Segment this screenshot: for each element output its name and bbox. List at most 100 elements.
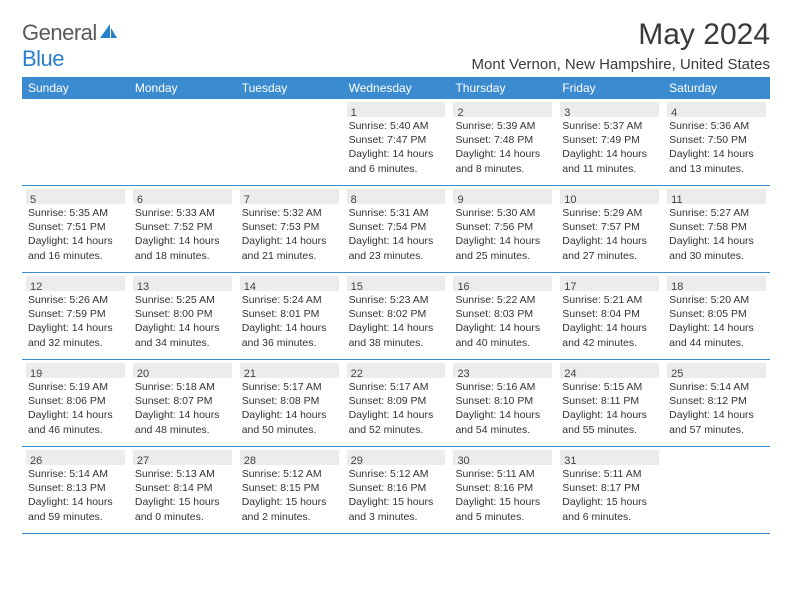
day-info: Sunrise: 5:21 AMSunset: 8:04 PMDaylight:… (560, 293, 659, 350)
day-number-bar: 8 (347, 189, 446, 204)
day-number: 15 (351, 281, 363, 293)
sunrise-text: Sunrise: 5:12 AM (349, 467, 444, 481)
month-title: May 2024 (472, 18, 770, 52)
sunrise-text: Sunrise: 5:36 AM (669, 119, 764, 133)
day-cell: 7Sunrise: 5:32 AMSunset: 7:53 PMDaylight… (236, 186, 343, 272)
day-info: Sunrise: 5:29 AMSunset: 7:57 PMDaylight:… (560, 206, 659, 263)
day-cell: 8Sunrise: 5:31 AMSunset: 7:54 PMDaylight… (343, 186, 450, 272)
day-number: 4 (671, 107, 677, 119)
day-number: 2 (457, 107, 463, 119)
day-header-thursday: Thursday (449, 77, 556, 99)
sunset-text: Sunset: 7:59 PM (28, 307, 123, 321)
day-number-bar: 6 (133, 189, 232, 204)
sunset-text: Sunset: 8:15 PM (242, 481, 337, 495)
title-block: May 2024 Mont Vernon, New Hampshire, Uni… (472, 18, 770, 73)
sail-icon (98, 20, 118, 46)
day-info: Sunrise: 5:17 AMSunset: 8:08 PMDaylight:… (240, 380, 339, 437)
day-info: Sunrise: 5:27 AMSunset: 7:58 PMDaylight:… (667, 206, 766, 263)
sunset-text: Sunset: 8:01 PM (242, 307, 337, 321)
daylight-text: Daylight: 14 hours and 52 minutes. (349, 408, 444, 436)
sunset-text: Sunset: 7:56 PM (455, 220, 550, 234)
sunset-text: Sunset: 7:50 PM (669, 133, 764, 147)
sunrise-text: Sunrise: 5:12 AM (242, 467, 337, 481)
day-cell: 20Sunrise: 5:18 AMSunset: 8:07 PMDayligh… (129, 360, 236, 446)
sunrise-text: Sunrise: 5:14 AM (669, 380, 764, 394)
day-info: Sunrise: 5:12 AMSunset: 8:16 PMDaylight:… (347, 467, 446, 524)
daylight-text: Daylight: 14 hours and 6 minutes. (349, 147, 444, 175)
daylight-text: Daylight: 15 hours and 2 minutes. (242, 495, 337, 523)
sunrise-text: Sunrise: 5:11 AM (562, 467, 657, 481)
day-number-bar: 22 (347, 363, 446, 378)
day-number-bar: 21 (240, 363, 339, 378)
sunset-text: Sunset: 7:47 PM (349, 133, 444, 147)
day-cell: 25Sunrise: 5:14 AMSunset: 8:12 PMDayligh… (663, 360, 770, 446)
sunrise-text: Sunrise: 5:29 AM (562, 206, 657, 220)
sunset-text: Sunset: 8:02 PM (349, 307, 444, 321)
day-cell: 29Sunrise: 5:12 AMSunset: 8:16 PMDayligh… (343, 447, 450, 533)
day-info: Sunrise: 5:33 AMSunset: 7:52 PMDaylight:… (133, 206, 232, 263)
sunset-text: Sunset: 8:04 PM (562, 307, 657, 321)
day-number-bar: 3 (560, 102, 659, 117)
day-number: 3 (564, 107, 570, 119)
day-number: 21 (244, 368, 256, 380)
day-cell: 24Sunrise: 5:15 AMSunset: 8:11 PMDayligh… (556, 360, 663, 446)
location-text: Mont Vernon, New Hampshire, United State… (472, 56, 770, 73)
day-cell: 28Sunrise: 5:12 AMSunset: 8:15 PMDayligh… (236, 447, 343, 533)
logo-text-left: General (22, 20, 97, 45)
sunset-text: Sunset: 8:16 PM (455, 481, 550, 495)
day-cell-empty (663, 447, 770, 533)
day-info: Sunrise: 5:20 AMSunset: 8:05 PMDaylight:… (667, 293, 766, 350)
day-cell: 30Sunrise: 5:11 AMSunset: 8:16 PMDayligh… (449, 447, 556, 533)
sunset-text: Sunset: 8:16 PM (349, 481, 444, 495)
daylight-text: Daylight: 14 hours and 46 minutes. (28, 408, 123, 436)
day-info: Sunrise: 5:13 AMSunset: 8:14 PMDaylight:… (133, 467, 232, 524)
sunrise-text: Sunrise: 5:27 AM (669, 206, 764, 220)
day-number-bar: 10 (560, 189, 659, 204)
sunrise-text: Sunrise: 5:15 AM (562, 380, 657, 394)
daylight-text: Daylight: 15 hours and 6 minutes. (562, 495, 657, 523)
day-number: 13 (137, 281, 149, 293)
day-header-sunday: Sunday (22, 77, 129, 99)
daylight-text: Daylight: 14 hours and 57 minutes. (669, 408, 764, 436)
day-number-bar: 24 (560, 363, 659, 378)
sunset-text: Sunset: 8:11 PM (562, 394, 657, 408)
sunset-text: Sunset: 7:53 PM (242, 220, 337, 234)
day-number: 20 (137, 368, 149, 380)
daylight-text: Daylight: 15 hours and 0 minutes. (135, 495, 230, 523)
daylight-text: Daylight: 14 hours and 40 minutes. (455, 321, 550, 349)
week-row: 12Sunrise: 5:26 AMSunset: 7:59 PMDayligh… (22, 273, 770, 360)
day-number: 5 (30, 194, 36, 206)
day-header-monday: Monday (129, 77, 236, 99)
daylight-text: Daylight: 14 hours and 36 minutes. (242, 321, 337, 349)
day-info: Sunrise: 5:30 AMSunset: 7:56 PMDaylight:… (453, 206, 552, 263)
day-cell: 2Sunrise: 5:39 AMSunset: 7:48 PMDaylight… (449, 99, 556, 185)
day-number-bar: 12 (26, 276, 125, 291)
sunset-text: Sunset: 8:09 PM (349, 394, 444, 408)
day-info: Sunrise: 5:24 AMSunset: 8:01 PMDaylight:… (240, 293, 339, 350)
weeks-container: 1Sunrise: 5:40 AMSunset: 7:47 PMDaylight… (22, 99, 770, 534)
sunrise-text: Sunrise: 5:23 AM (349, 293, 444, 307)
sunset-text: Sunset: 8:06 PM (28, 394, 123, 408)
day-number: 29 (351, 455, 363, 467)
sunset-text: Sunset: 7:58 PM (669, 220, 764, 234)
day-number-bar: 14 (240, 276, 339, 291)
day-cell: 12Sunrise: 5:26 AMSunset: 7:59 PMDayligh… (22, 273, 129, 359)
daylight-text: Daylight: 15 hours and 5 minutes. (455, 495, 550, 523)
day-cell: 3Sunrise: 5:37 AMSunset: 7:49 PMDaylight… (556, 99, 663, 185)
sunrise-text: Sunrise: 5:39 AM (455, 119, 550, 133)
day-header-wednesday: Wednesday (343, 77, 450, 99)
daylight-text: Daylight: 14 hours and 42 minutes. (562, 321, 657, 349)
week-row: 26Sunrise: 5:14 AMSunset: 8:13 PMDayligh… (22, 447, 770, 534)
day-info: Sunrise: 5:40 AMSunset: 7:47 PMDaylight:… (347, 119, 446, 176)
day-info: Sunrise: 5:22 AMSunset: 8:03 PMDaylight:… (453, 293, 552, 350)
day-info: Sunrise: 5:19 AMSunset: 8:06 PMDaylight:… (26, 380, 125, 437)
daylight-text: Daylight: 14 hours and 32 minutes. (28, 321, 123, 349)
sunrise-text: Sunrise: 5:40 AM (349, 119, 444, 133)
sunrise-text: Sunrise: 5:19 AM (28, 380, 123, 394)
day-number-bar: 5 (26, 189, 125, 204)
day-cell: 18Sunrise: 5:20 AMSunset: 8:05 PMDayligh… (663, 273, 770, 359)
day-number-bar: 11 (667, 189, 766, 204)
day-cell: 16Sunrise: 5:22 AMSunset: 8:03 PMDayligh… (449, 273, 556, 359)
sunset-text: Sunset: 7:49 PM (562, 133, 657, 147)
sunset-text: Sunset: 8:05 PM (669, 307, 764, 321)
